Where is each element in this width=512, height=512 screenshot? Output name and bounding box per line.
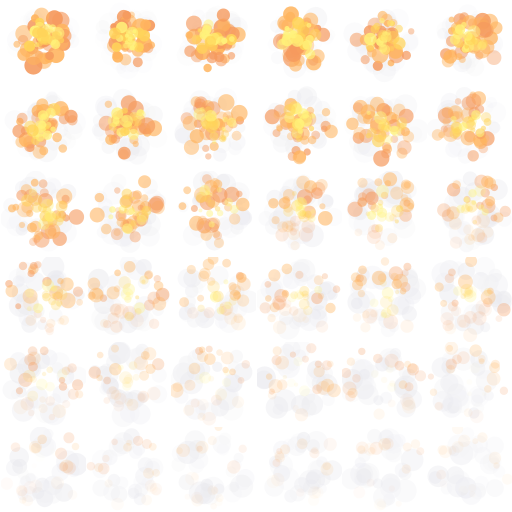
explosion-frame-graphic xyxy=(263,431,342,503)
explosion-frame xyxy=(1,1,86,86)
explosion-frame-graphic xyxy=(6,7,79,75)
explosion-frame xyxy=(427,1,512,86)
explosion-frame-graphic xyxy=(0,171,84,252)
explosion-frame xyxy=(256,257,342,342)
explosion-frame-graphic xyxy=(431,256,512,342)
explosion-frame-graphic xyxy=(4,91,86,163)
explosion-frame-graphic xyxy=(256,341,341,422)
explosion-frame xyxy=(171,86,256,171)
explosion-frame xyxy=(171,427,256,512)
explosion-frame xyxy=(342,171,427,256)
explosion-frame-graphic xyxy=(176,5,248,72)
explosion-frame-graphic xyxy=(177,256,257,333)
explosion-frame xyxy=(257,427,342,512)
explosion-frame-graphic xyxy=(86,428,164,511)
explosion-frame xyxy=(86,171,171,256)
explosion-frame-graphic xyxy=(343,8,419,82)
explosion-frame-graphic xyxy=(427,427,512,506)
explosion-frame xyxy=(1,342,86,427)
explosion-frame-graphic xyxy=(0,427,86,508)
explosion-frame-graphic xyxy=(436,3,504,76)
explosion-frame-graphic xyxy=(437,171,512,253)
explosion-frame-graphic xyxy=(257,174,342,251)
explosion-frame-graphic xyxy=(89,174,166,254)
explosion-frame xyxy=(86,427,171,512)
explosion-frame xyxy=(0,427,86,512)
explosion-frame xyxy=(0,171,86,256)
explosion-frame-graphic xyxy=(177,171,253,251)
explosion-frame xyxy=(86,86,171,171)
explosion-frame-graphic xyxy=(88,341,168,427)
explosion-frame xyxy=(427,171,512,256)
explosion-frame xyxy=(257,86,342,171)
explosion-frame xyxy=(342,1,427,86)
explosion-frame xyxy=(171,171,256,256)
explosion-frame xyxy=(171,342,256,427)
explosion-frame-graphic xyxy=(87,256,170,335)
explosion-frame-graphic xyxy=(2,346,86,426)
explosion-frame xyxy=(171,1,256,86)
explosion-frame xyxy=(427,256,512,342)
explosion-frame xyxy=(427,427,512,512)
explosion-frame xyxy=(256,341,342,427)
explosion-frame-graphic xyxy=(427,86,507,164)
explosion-frame-graphic xyxy=(427,341,509,423)
explosion-frame-graphic xyxy=(343,94,427,167)
explosion-frame xyxy=(342,256,427,342)
explosion-frame-graphic xyxy=(347,256,427,337)
explosion-frame xyxy=(427,86,512,171)
explosion-frame xyxy=(257,1,342,86)
explosion-frame xyxy=(1,86,86,171)
explosion-frame xyxy=(342,86,427,171)
explosion-frame-graphic xyxy=(94,2,163,79)
explosion-frame xyxy=(86,341,171,427)
explosion-frame xyxy=(86,256,171,342)
explosion-frame xyxy=(341,427,427,512)
explosion-frame-graphic xyxy=(346,171,417,251)
explosion-frame-graphic xyxy=(4,256,85,335)
explosion-frame xyxy=(257,171,342,256)
explosion-frame-graphic xyxy=(91,88,168,165)
explosion-frame-graphic xyxy=(341,347,426,420)
explosion-frame-graphic xyxy=(267,5,335,78)
explosion-frame xyxy=(427,341,512,427)
explosion-frame-graphic xyxy=(171,427,255,510)
explosion-frame-graphic xyxy=(341,428,425,508)
explosion-frame-graphic xyxy=(262,86,338,165)
explosion-frame xyxy=(86,1,171,86)
explosion-frame xyxy=(341,342,427,427)
explosion-frame xyxy=(171,256,257,342)
explosion-frame-graphic xyxy=(174,87,248,162)
explosion-frame xyxy=(1,256,86,342)
explosion-frame-graphic xyxy=(171,345,253,426)
explosion-frame-graphic xyxy=(256,258,340,340)
